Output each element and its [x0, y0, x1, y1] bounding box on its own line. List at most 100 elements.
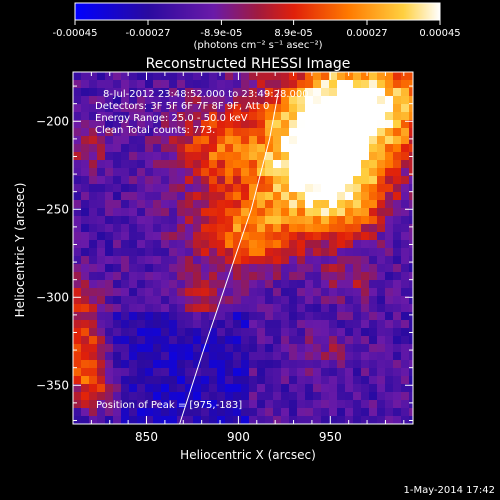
heatmap-cell [377, 336, 385, 344]
heatmap-cell [225, 320, 233, 328]
heatmap-cell [225, 368, 233, 376]
heatmap-cell [241, 296, 249, 304]
heatmap-cell [377, 248, 385, 256]
heatmap-cell [393, 272, 401, 280]
heatmap-cell [353, 176, 361, 184]
heatmap-cell [225, 408, 233, 416]
heatmap-cell [105, 144, 113, 152]
heatmap-cell [209, 328, 217, 336]
heatmap-cell [393, 96, 401, 104]
heatmap-cell [113, 192, 121, 200]
heatmap-cell [321, 176, 329, 184]
heatmap-cell [209, 304, 217, 312]
heatmap-cell [193, 216, 201, 224]
heatmap-cell [217, 112, 225, 120]
heatmap-cell [113, 336, 121, 344]
heatmap-cell [369, 400, 377, 408]
heatmap-cell [401, 128, 409, 136]
heatmap-cell [81, 80, 89, 88]
heatmap-cell [193, 288, 201, 296]
heatmap-cell [97, 336, 105, 344]
heatmap-cell [401, 264, 409, 272]
heatmap-cell [153, 352, 161, 360]
heatmap-cell [353, 240, 361, 248]
heatmap-cell [225, 384, 233, 392]
heatmap-cell [361, 96, 369, 104]
heatmap-cell [313, 80, 321, 88]
heatmap-cell [129, 144, 137, 152]
heatmap-cell [313, 288, 321, 296]
heatmap-cell [81, 216, 89, 224]
heatmap-cell [329, 224, 337, 232]
heatmap-cell [249, 216, 257, 224]
heatmap-cell [169, 416, 177, 424]
heatmap-cell [241, 304, 249, 312]
heatmap-cell [345, 256, 353, 264]
heatmap-cell [281, 112, 289, 120]
heatmap-cell [377, 328, 385, 336]
heatmap-cell [369, 272, 377, 280]
heatmap-cell [145, 288, 153, 296]
heatmap-cell [201, 112, 209, 120]
heatmap-cell [89, 96, 97, 104]
heatmap-cell [233, 80, 241, 88]
heatmap-cell [313, 72, 321, 80]
heatmap-cell [153, 376, 161, 384]
heatmap-cell [153, 304, 161, 312]
heatmap-cell [377, 152, 385, 160]
colorbar-tick-label: 0.00045 [419, 28, 460, 39]
heatmap-cell [273, 312, 281, 320]
heatmap-cell [225, 280, 233, 288]
heatmap-cell [209, 72, 217, 80]
heatmap-cell [289, 264, 297, 272]
heatmap-cell [249, 416, 257, 424]
heatmap-cell [129, 176, 137, 184]
heatmap-cell [193, 104, 201, 112]
colorbar-unit-label: (photons cm⁻² s⁻¹ asec⁻²) [193, 40, 322, 51]
heatmap-cell [361, 144, 369, 152]
heatmap-cell [113, 384, 121, 392]
heatmap-cell [321, 144, 329, 152]
heatmap-cell [177, 232, 185, 240]
heatmap-cell [105, 176, 113, 184]
heatmap-cell [233, 184, 241, 192]
heatmap-cell [377, 200, 385, 208]
heatmap-cell [305, 336, 313, 344]
heatmap-cell [97, 376, 105, 384]
heatmap-cell [409, 376, 413, 384]
heatmap-cell [145, 384, 153, 392]
heatmap-cell [81, 376, 89, 384]
heatmap-cell [169, 392, 177, 400]
heatmap-cell [209, 168, 217, 176]
heatmap-cell [113, 392, 121, 400]
heatmap-cell [369, 328, 377, 336]
heatmap-cell [353, 280, 361, 288]
heatmap-cell [337, 352, 345, 360]
heatmap-cell [161, 192, 169, 200]
heatmap-cell [305, 208, 313, 216]
heatmap-cell [377, 312, 385, 320]
heatmap-cell [105, 384, 113, 392]
heatmap-cell [265, 104, 273, 112]
heatmap-cell [345, 344, 353, 352]
heatmap-cell [409, 400, 413, 408]
heatmap-cell [393, 368, 401, 376]
heatmap-cell [345, 120, 353, 128]
heatmap-cell [225, 208, 233, 216]
heatmap-cell [329, 168, 337, 176]
heatmap-cell [321, 416, 329, 424]
colorbar-tick-label: -0.00027 [126, 28, 171, 39]
heatmap-cell [89, 104, 97, 112]
heatmap-cell [353, 192, 361, 200]
heatmap-cell [289, 288, 297, 296]
heatmap-cell [233, 112, 241, 120]
heatmap-cell [81, 328, 89, 336]
heatmap-cell [217, 88, 225, 96]
heatmap-cell [329, 400, 337, 408]
heatmap-cell [289, 80, 297, 88]
heatmap-cell [329, 128, 337, 136]
heatmap-cell [185, 184, 193, 192]
heatmap-cell [193, 384, 201, 392]
heatmap-cell [233, 96, 241, 104]
heatmap-cell [233, 208, 241, 216]
